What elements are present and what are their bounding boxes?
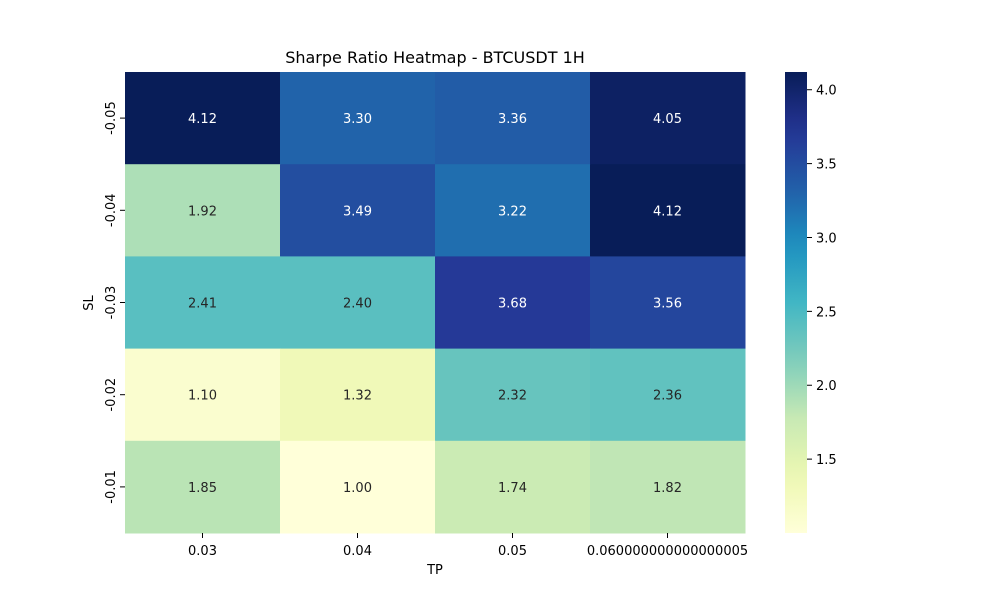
y-axis-label: SL: [82, 294, 97, 310]
x-tick-label: 0.060000000000000005: [587, 544, 748, 559]
heatmap-cells: [125, 72, 746, 534]
x-tick-label: 0.05: [498, 544, 527, 559]
heatmap-cell: [280, 256, 436, 350]
colorbar-tick-label: 2.5: [816, 305, 837, 320]
heatmap-cell-label: 4.12: [188, 112, 217, 127]
colorbar-tick-label: 2.0: [816, 379, 837, 394]
x-tick-label: 0.03: [188, 544, 217, 559]
heatmap-cell-label: 1.32: [343, 389, 372, 404]
y-axis-ticks: -0.05 -0.04 -0.03 -0.02 -0.01: [104, 101, 125, 504]
x-tick-label: 0.04: [343, 544, 372, 559]
heatmap-cell: [590, 164, 746, 257]
heatmap-cell: [590, 256, 746, 350]
heatmap-cell: [125, 72, 281, 165]
heatmap-cell-label: 3.49: [343, 204, 372, 219]
heatmap-cell: [435, 256, 591, 350]
heatmap-cell-label: 2.32: [498, 389, 527, 404]
y-tick-label: -0.04: [104, 193, 119, 227]
heatmap-cell-label: 3.36: [498, 112, 527, 127]
colorbar-tick-label: 3.5: [816, 158, 837, 173]
chart-title: Sharpe Ratio Heatmap - BTCUSDT 1H: [285, 48, 585, 67]
heatmap-cell: [280, 440, 436, 534]
colorbar-tick-label: 4.0: [816, 84, 837, 99]
heatmap-cell-label: 1.10: [188, 389, 217, 404]
heatmap-cell: [435, 164, 591, 257]
y-tick-label: -0.03: [104, 286, 119, 320]
heatmap-cell-label: 4.12: [653, 204, 682, 219]
heatmap-cell: [590, 72, 746, 165]
x-axis-ticks: 0.03 0.04 0.05 0.060000000000000005: [188, 533, 748, 559]
heatmap-cell-labels: 4.12 3.30 3.36 4.05 1.92 3.49 3.22 4.12 2.41 2.40…: [188, 112, 682, 496]
heatmap-cell-label: 4.05: [653, 112, 682, 127]
heatmap-cell: [125, 440, 281, 534]
x-axis-label: TP: [426, 563, 443, 578]
heatmap-cell-label: 1.74: [498, 481, 527, 496]
heatmap-cell-label: 2.40: [343, 297, 372, 312]
heatmap-cell: [280, 72, 436, 165]
heatmap-cell-label: 1.82: [653, 481, 682, 496]
heatmap-cell-label: 2.41: [188, 297, 217, 312]
heatmap-cell: [280, 348, 436, 442]
heatmap-cell: [590, 348, 746, 442]
heatmap-cell: [435, 72, 591, 165]
y-tick-label: -0.01: [104, 470, 119, 504]
heatmap-cell-label: 1.00: [343, 481, 372, 496]
heatmap-cell: [125, 348, 281, 442]
heatmap-cell-label: 3.56: [653, 297, 682, 312]
colorbar-ticks: 1.5 2.0 2.5 3.0 3.5 4.0: [807, 84, 837, 468]
heatmap-cell-label: 3.68: [498, 297, 527, 312]
colorbar-tick-label: 3.0: [816, 231, 837, 246]
y-tick-label: -0.02: [104, 378, 119, 412]
heatmap-cell: [280, 164, 436, 257]
heatmap-cell: [435, 348, 591, 442]
heatmap-cell: [435, 440, 591, 534]
heatmap-cell-label: 3.22: [498, 204, 527, 219]
heatmap-cell-label: 2.36: [653, 389, 682, 404]
y-tick-label: -0.05: [104, 101, 119, 135]
heatmap-cell: [590, 440, 746, 534]
heatmap-cell-label: 1.92: [188, 204, 217, 219]
heatmap-cell: [125, 256, 281, 350]
heatmap-cell-label: 3.30: [343, 112, 372, 127]
colorbar-tick-label: 1.5: [816, 453, 837, 468]
heatmap-cell-label: 1.85: [188, 481, 217, 496]
heatmap-cell: [125, 164, 281, 257]
colorbar: [785, 72, 807, 533]
